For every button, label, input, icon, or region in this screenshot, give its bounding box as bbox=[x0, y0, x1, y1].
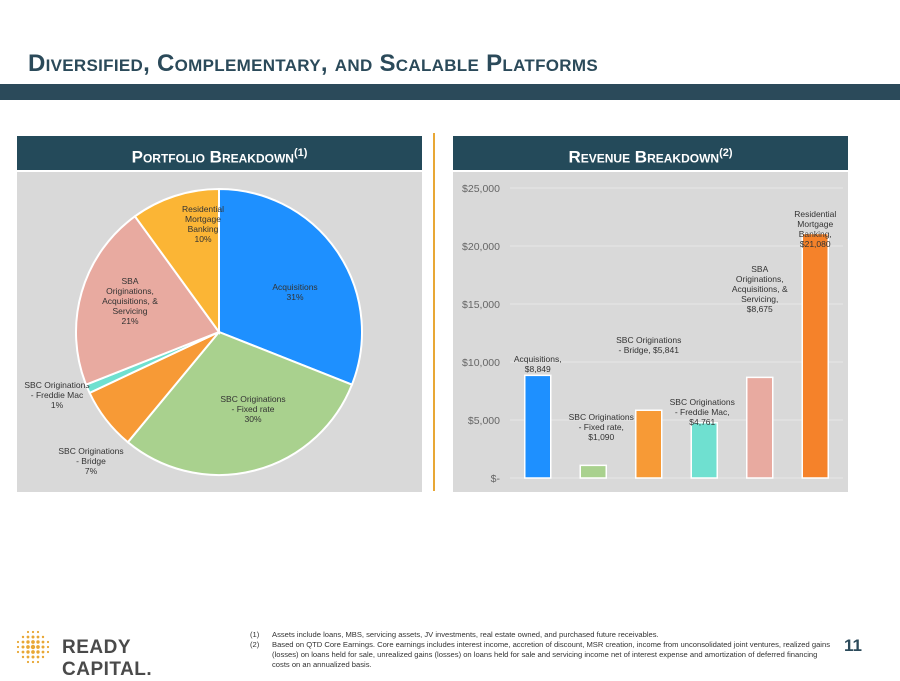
logo-dot bbox=[31, 630, 35, 634]
logo-dot bbox=[26, 635, 30, 639]
logo-dot bbox=[16, 650, 20, 654]
revenue-breakdown-header: Revenue Breakdown(2) bbox=[453, 136, 848, 170]
logo-dot bbox=[41, 650, 45, 654]
logo-dot bbox=[31, 655, 35, 659]
logo-dot bbox=[46, 640, 50, 644]
page-number: 11 bbox=[844, 636, 862, 655]
revenue-header-text: Revenue Breakdown bbox=[568, 147, 720, 167]
logo-dot bbox=[21, 655, 25, 659]
pie-label-3: SBC Originations - Freddie Mac 1% bbox=[24, 380, 89, 410]
logo-dot bbox=[21, 635, 25, 639]
logo-dot bbox=[26, 650, 30, 654]
portfolio-header-footnote: (1) bbox=[293, 147, 308, 159]
bar-label-4: SBA Originations, Acquisitions, & Servicing… bbox=[732, 264, 788, 314]
pie-slice-4 bbox=[75, 214, 221, 386]
logo-mark-icon bbox=[16, 630, 50, 664]
ready-capital-logo: READY CAPITAL. bbox=[12, 628, 222, 680]
revenue-bar-chart: $- $5,000 $10,000 $15,000 $20,000 $25,000 Acqu… bbox=[453, 172, 848, 492]
y-tick-label-5: $25,000 bbox=[462, 183, 500, 195]
logo-dot bbox=[26, 655, 30, 659]
pie-slice-5 bbox=[133, 187, 220, 336]
logo-dot bbox=[26, 645, 30, 649]
logo-dot bbox=[31, 635, 35, 639]
footnote-2-text: Based on QTD Core Earnings. Core earning… bbox=[272, 640, 830, 669]
bar-label-1: SBC Originations - Fixed rate, $1,090 bbox=[569, 412, 634, 442]
logo-dot bbox=[26, 630, 30, 634]
footnote-2-number: (2) bbox=[250, 640, 260, 649]
bar-svg: $- $5,000 $10,000 $15,000 $20,000 $25,000 Acqu… bbox=[462, 183, 843, 485]
y-tick-label-3: $15,000 bbox=[462, 299, 500, 311]
logo-dot bbox=[26, 640, 30, 644]
y-tick-label-1: $5,000 bbox=[468, 415, 500, 427]
logo-dot bbox=[46, 645, 50, 649]
logo-dot bbox=[41, 635, 45, 639]
portfolio-breakdown-header: Portfolio Breakdown(1) bbox=[17, 136, 422, 170]
pie-label-1: SBC Originations - Fixed rate 30% bbox=[220, 394, 285, 424]
footnote-1: (1) Assets include loans, MBS, servicing … bbox=[250, 630, 830, 640]
pie-label-0: Acquisitions 31% bbox=[272, 282, 317, 302]
portfolio-header-text: Portfolio Breakdown bbox=[131, 147, 294, 167]
logo-dot bbox=[36, 630, 40, 634]
pie-slice-0 bbox=[218, 187, 363, 386]
bar-label-0: Acquisitions, $8,849 bbox=[514, 354, 562, 374]
logo-dot bbox=[36, 655, 40, 659]
logo-dot bbox=[31, 660, 35, 664]
bar-3 bbox=[690, 422, 718, 479]
pie-label-2: SBC Originations - Bridge 7% bbox=[58, 446, 123, 476]
footnotes: (1) Assets include loans, MBS, servicing … bbox=[250, 630, 830, 670]
logo-dot bbox=[36, 660, 40, 664]
bar-5 bbox=[801, 232, 829, 479]
panel-divider bbox=[433, 133, 435, 491]
logo-dot bbox=[36, 645, 40, 649]
footnote-1-text: Assets include loans, MBS, servicing ass… bbox=[272, 630, 659, 639]
logo-dot bbox=[26, 660, 30, 664]
y-tick-label-2: $10,000 bbox=[462, 357, 500, 369]
pie-label-5: Residential Mortgage Banking 10% bbox=[182, 204, 224, 244]
logo-text: READY CAPITAL. bbox=[62, 637, 153, 680]
logo-dot bbox=[36, 650, 40, 654]
logo-dot bbox=[41, 655, 45, 659]
logo-dot bbox=[31, 650, 35, 654]
logo-dot bbox=[31, 640, 35, 644]
logo-dot bbox=[41, 640, 45, 644]
bar-label-5: Residential Mortgage Banking, $21,080 bbox=[794, 209, 836, 249]
footnote-1-number: (1) bbox=[250, 630, 260, 639]
logo-dot bbox=[46, 650, 50, 654]
pie-label-4: SBA Originations, Acquisitions, & Servicing… bbox=[102, 276, 158, 326]
logo-dot bbox=[21, 645, 25, 649]
bar-2 bbox=[635, 409, 663, 479]
logo-dot bbox=[41, 645, 45, 649]
logo-dot bbox=[36, 640, 40, 644]
logo-dot bbox=[21, 640, 25, 644]
logo-dot bbox=[16, 645, 20, 649]
page-title: Diversified, Complementary, and Scalable… bbox=[28, 50, 598, 77]
title-rule bbox=[0, 84, 900, 100]
logo-dot bbox=[36, 635, 40, 639]
y-tick-label-4: $20,000 bbox=[462, 241, 500, 253]
bar-label-2: SBC Originations - Bridge, $5,841 bbox=[616, 335, 681, 355]
bar-0 bbox=[524, 374, 552, 479]
logo-dot bbox=[30, 644, 36, 650]
bar-4 bbox=[746, 376, 774, 479]
logo-dot bbox=[21, 650, 25, 654]
pie-svg: Acquisitions 31% SBC Originations - Fixed r… bbox=[24, 187, 363, 476]
y-tick-label-0: $- bbox=[491, 473, 501, 485]
portfolio-pie-chart: Acquisitions 31% SBC Originations - Fixed r… bbox=[17, 172, 422, 492]
bar-1 bbox=[579, 464, 607, 479]
footnote-2: (2) Based on QTD Core Earnings. Core earn… bbox=[250, 640, 830, 670]
bar-label-3: SBC Originations - Freddie Mac, $4,761 bbox=[670, 397, 735, 427]
logo-dot bbox=[16, 640, 20, 644]
revenue-header-footnote: (2) bbox=[719, 147, 733, 159]
pie-slice-1 bbox=[126, 330, 354, 476]
